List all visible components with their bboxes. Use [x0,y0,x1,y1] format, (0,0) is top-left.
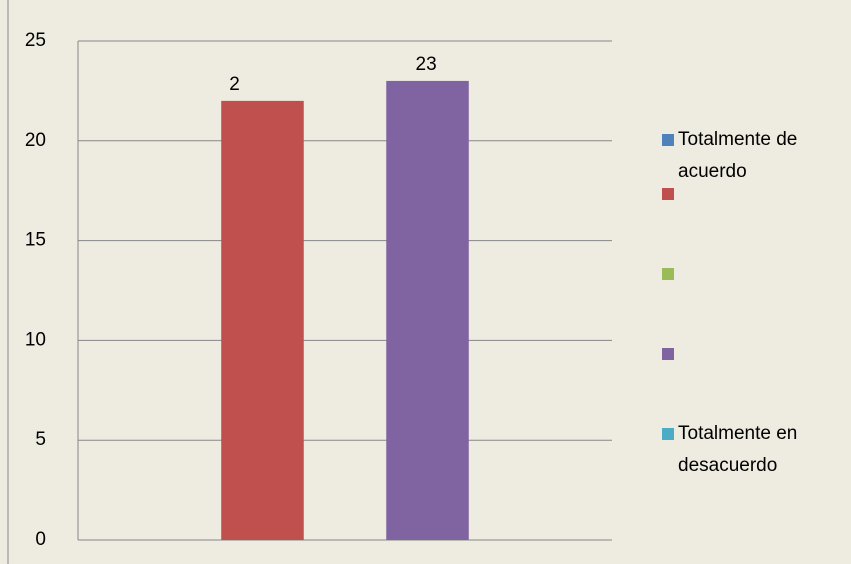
data-label: 23 [416,54,437,75]
y-tick-label: 15 [25,230,46,251]
legend-swatch [662,428,674,440]
legend-swatch [662,348,674,360]
data-label: 2 [229,74,240,95]
bar [386,80,469,541]
y-tick-label: 5 [35,429,46,450]
y-tick-label: 20 [25,130,46,151]
bar [221,100,304,540]
legend-label: Totalmente de acuerdo [678,129,803,182]
y-tick-label: 25 [25,30,46,51]
y-tick-label: 10 [25,329,46,350]
legend-swatch [662,188,674,200]
legend-swatch [662,268,674,280]
legend-label: Totalmente en desacuerdo [678,423,803,476]
legend-swatch [662,134,674,146]
y-tick-label: 0 [35,529,46,550]
